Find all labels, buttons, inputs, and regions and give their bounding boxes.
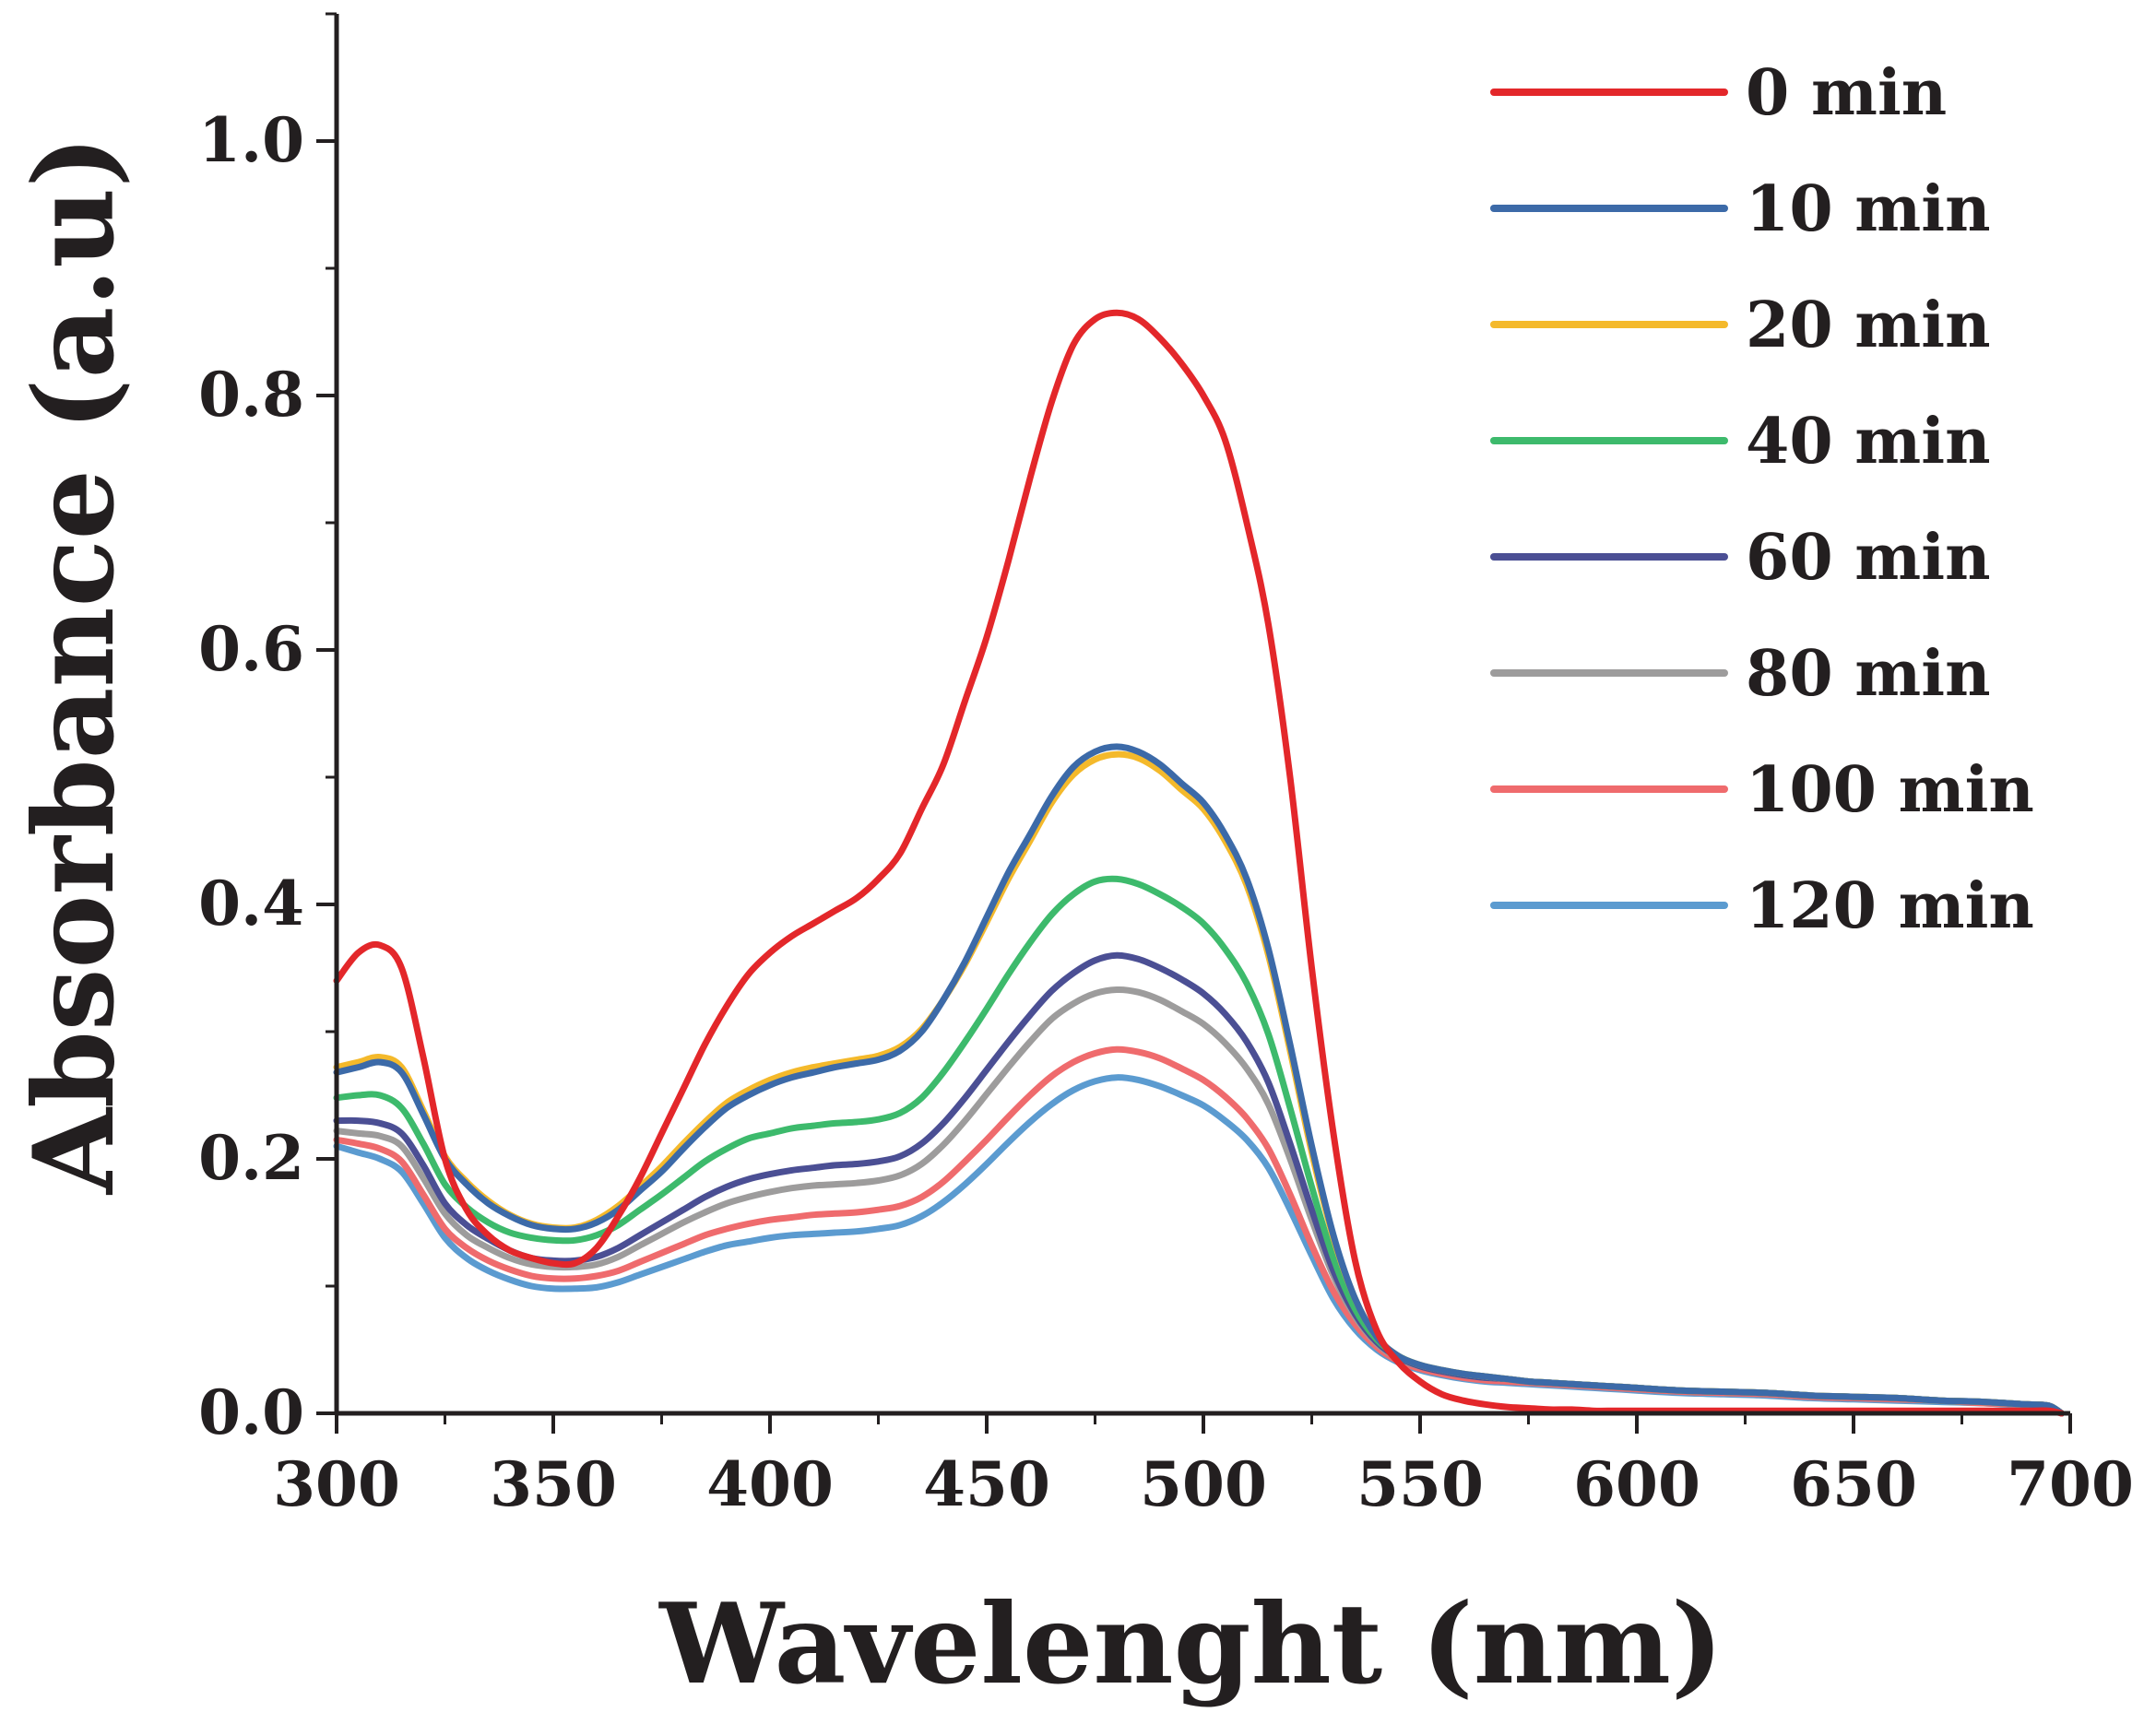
- series-line-40-min: [333, 875, 2066, 1417]
- y-tick-label: 0.4: [198, 868, 304, 939]
- x-tick-label: 600: [1573, 1448, 1700, 1520]
- y-tick-label: 0.2: [198, 1122, 304, 1194]
- x-axis-title: Wavelenght (nm): [657, 1579, 1723, 1709]
- ticks-group: 300 350 400 450 500 550 600 650 700 0.0 0.2 0.4 0.6 0…: [198, 12, 2134, 1520]
- x-tick-label: 650: [1790, 1448, 1917, 1520]
- legend-label: 120 min: [1746, 869, 2034, 943]
- x-tick-label: 300: [273, 1448, 400, 1520]
- y-tick-label: 0.8: [198, 359, 304, 431]
- x-tick-label: 500: [1140, 1448, 1267, 1520]
- legend-label: 20 min: [1746, 289, 1991, 362]
- x-tick-label: 700: [2007, 1448, 2134, 1520]
- series-line-10-min: [333, 743, 2066, 1417]
- legend-label: 40 min: [1746, 405, 1991, 478]
- x-tick-label: 350: [490, 1448, 617, 1520]
- y-tick-label: 0.0: [198, 1376, 304, 1448]
- legend: 0 min 10 min 20 min 40 min 60 min 80 min 100 m…: [1490, 56, 2034, 943]
- legend-label: 0 min: [1746, 56, 1947, 130]
- x-tick-label: 550: [1356, 1448, 1484, 1520]
- y-tick-label: 1.0: [198, 104, 304, 176]
- legend-label: 10 min: [1746, 172, 1991, 246]
- legend-label: 100 min: [1746, 753, 2034, 827]
- legend-label: 60 min: [1746, 521, 1991, 595]
- y-axis-title: Absorbance (a.u): [9, 136, 139, 1195]
- series-line-80-min: [333, 986, 2066, 1417]
- y-tick-label: 0.6: [198, 613, 304, 685]
- x-tick-label: 450: [923, 1448, 1050, 1520]
- series-line-20-min: [333, 750, 2066, 1417]
- data-series-group: [333, 309, 2066, 1417]
- legend-label: 80 min: [1746, 637, 1991, 711]
- series-line-0-min: [333, 309, 2066, 1417]
- x-tick-label: 400: [706, 1448, 834, 1520]
